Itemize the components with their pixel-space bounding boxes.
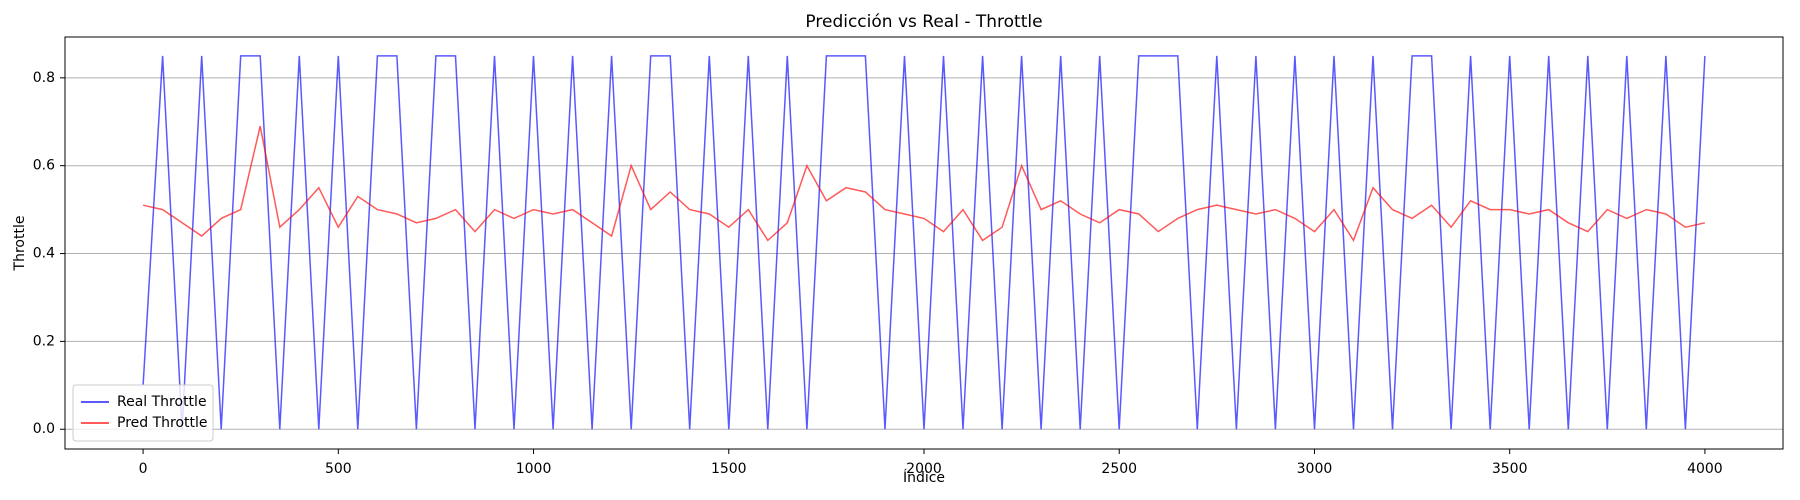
legend-label: Real Throttle <box>117 394 207 410</box>
legend: Real Throttle Pred Throttle <box>72 384 214 442</box>
series-line <box>142 55 1706 430</box>
y-tick-label: 0.0 <box>33 421 55 437</box>
series-line <box>142 126 1706 243</box>
x-tick-label: 1000 <box>516 461 552 477</box>
y-tick-label: 0.6 <box>33 158 55 174</box>
x-tick-label: 500 <box>325 461 352 477</box>
x-tick-label: 2000 <box>906 461 942 477</box>
chart-title: Predicción vs Real - Throttle <box>805 12 1042 32</box>
y-tick-label: 0.2 <box>33 333 55 349</box>
x-tick-label: 4000 <box>1687 461 1723 477</box>
x-tick-label: 1500 <box>711 461 747 477</box>
legend-box <box>72 384 214 442</box>
legend-label: Pred Throttle <box>117 415 208 431</box>
plot-frame <box>64 36 1784 450</box>
x-axis-label: Índice <box>903 469 945 486</box>
x-tick-label: 3000 <box>1297 461 1333 477</box>
x-tick-label: 2500 <box>1101 461 1137 477</box>
x-tick-label: 3500 <box>1492 461 1528 477</box>
y-tick-label: 0.4 <box>33 246 55 262</box>
y-axis-label: Throttle <box>12 216 28 272</box>
x-tick-label: 0 <box>139 461 148 477</box>
y-tick-label: 0.8 <box>33 70 55 86</box>
